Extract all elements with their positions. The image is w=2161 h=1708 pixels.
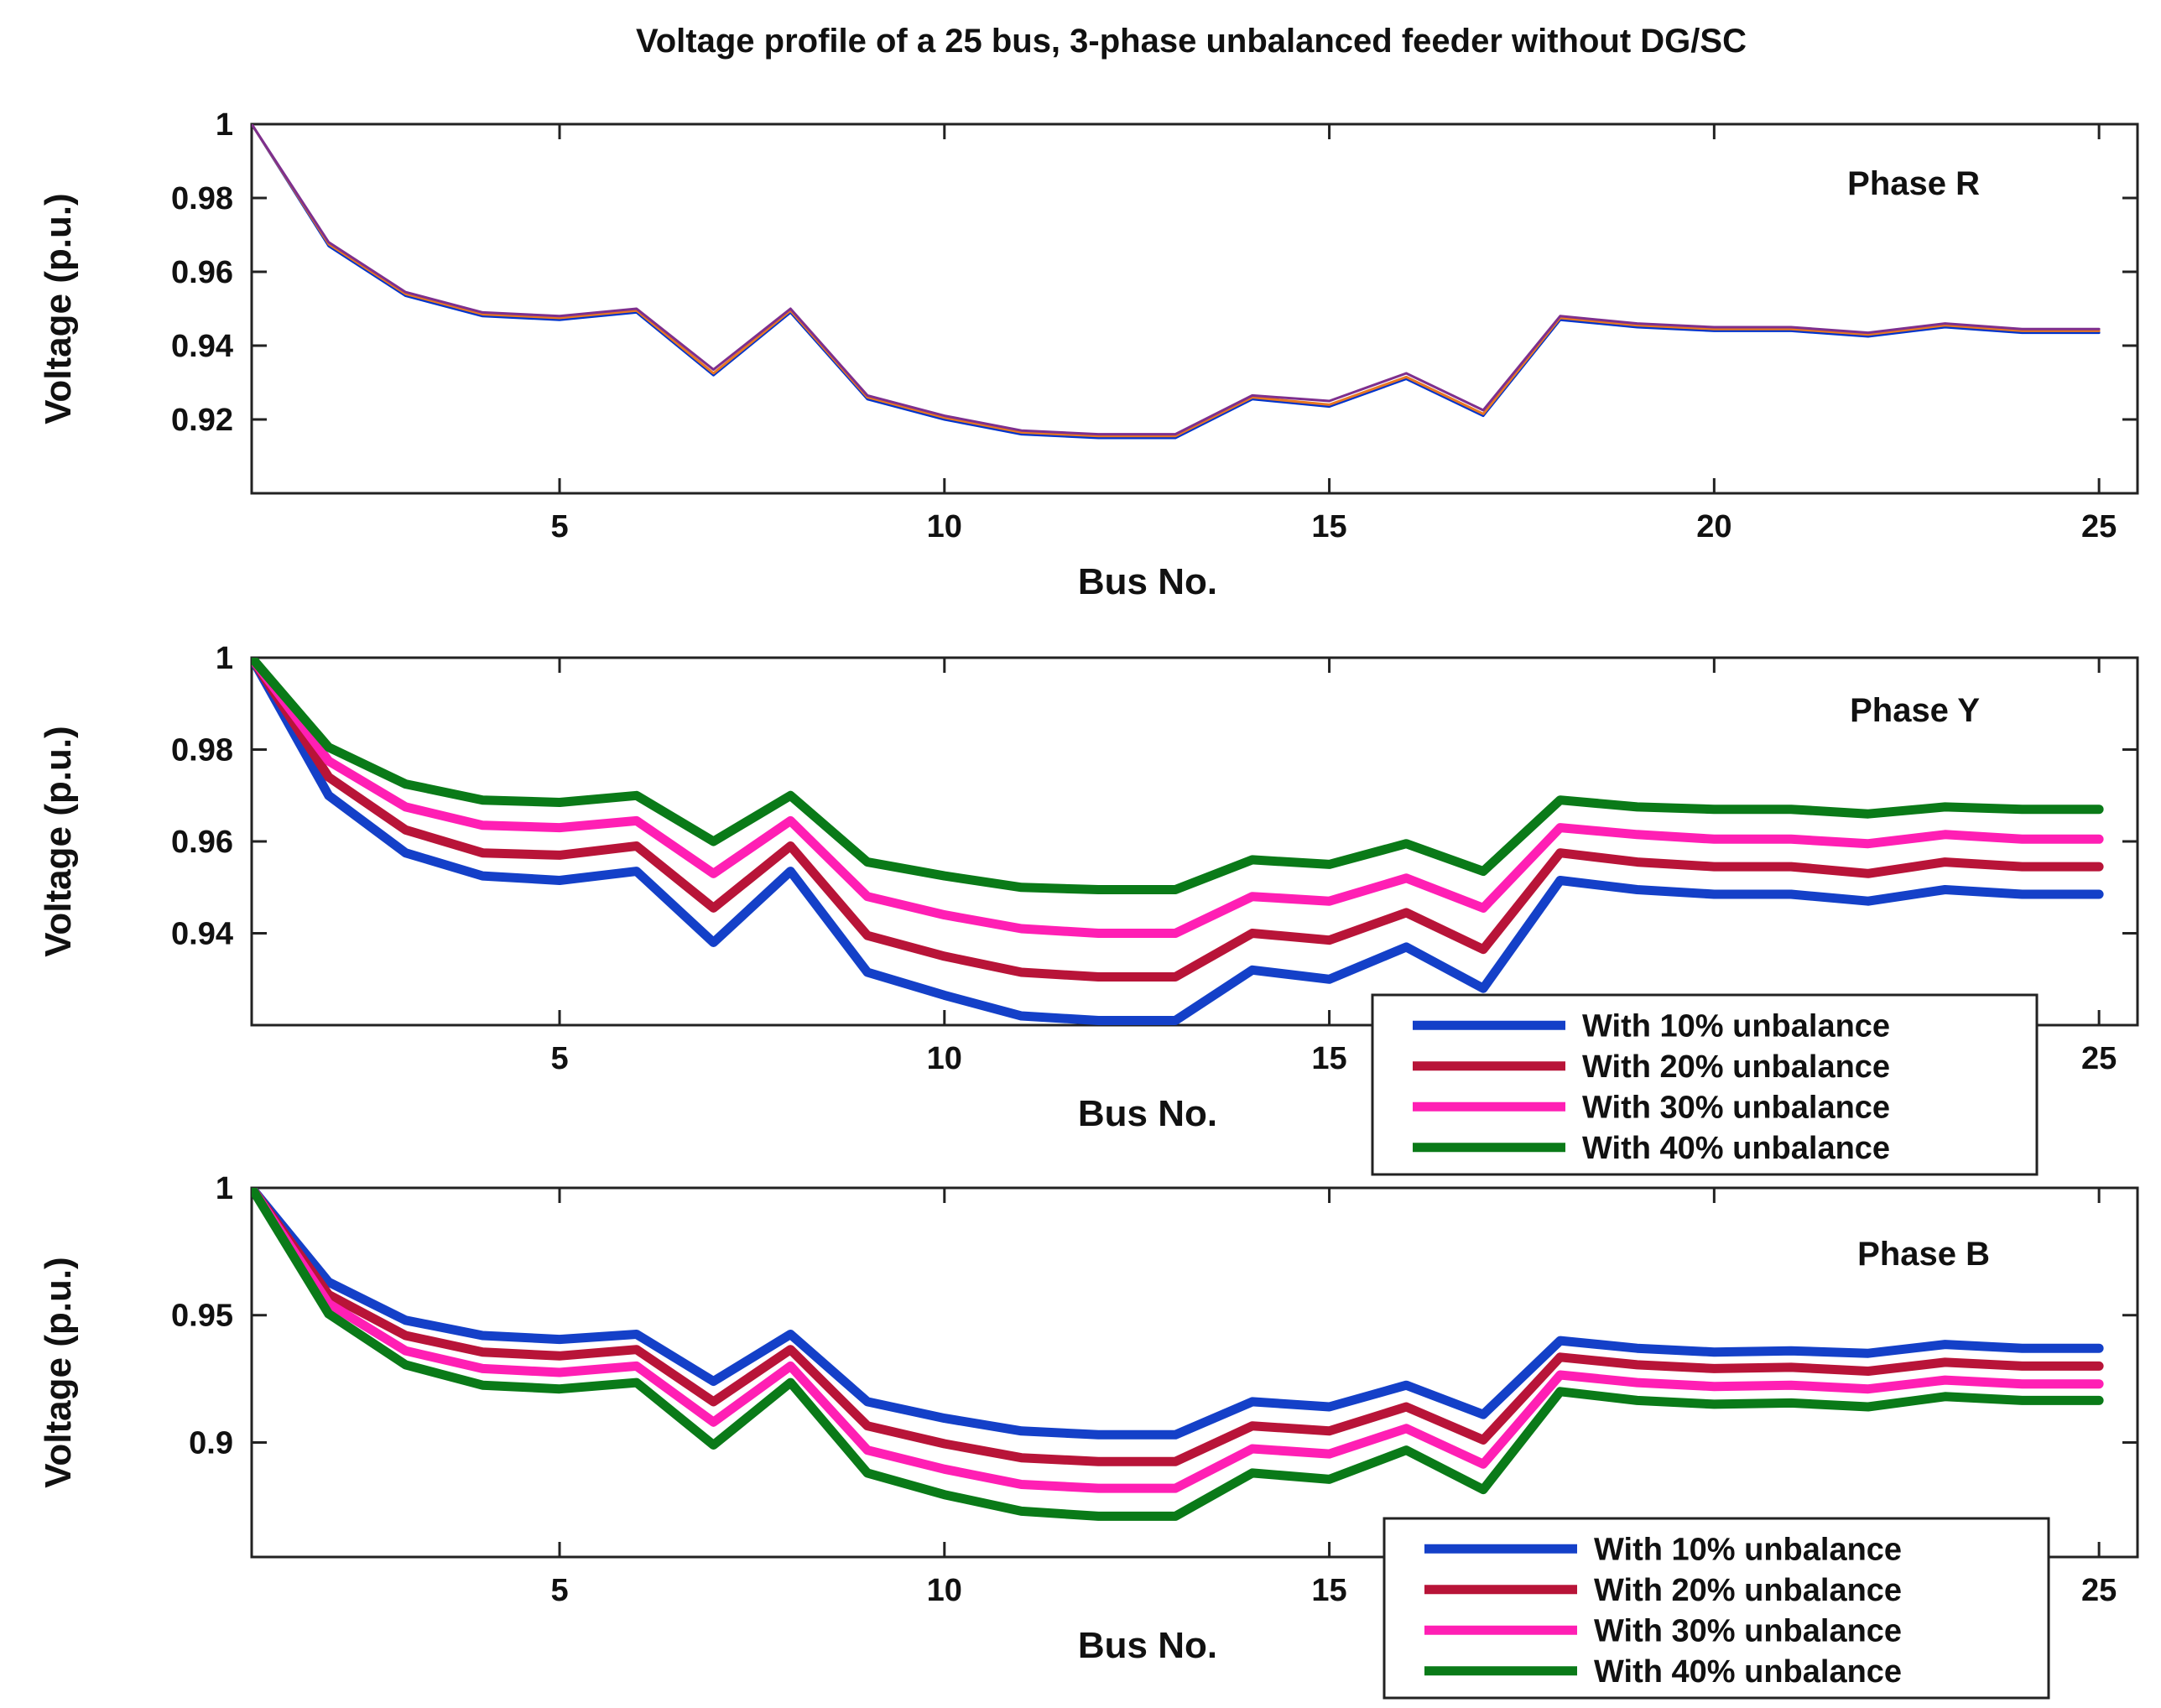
series-line-3 xyxy=(252,658,2104,938)
series-line-3 xyxy=(252,124,2101,436)
y-tick-label: 0.9 xyxy=(189,1425,233,1461)
series-line-2 xyxy=(252,124,2101,438)
x-tick-label: 15 xyxy=(1311,1041,1346,1076)
y-axis-label: Voltage (p.u.) xyxy=(38,726,79,956)
y-tick-label: 1 xyxy=(216,1171,233,1206)
series-line-1 xyxy=(252,658,2104,1025)
legend: With 10% unbalance With 20% unbalance With… xyxy=(1383,1517,2050,1700)
y-tick-label: 0.94 xyxy=(171,329,233,364)
legend-label: With 40% unbalance xyxy=(1582,1131,1890,1166)
y-tick-label: 0.94 xyxy=(171,917,233,952)
x-tick-label: 10 xyxy=(927,1041,962,1076)
series-line-1 xyxy=(252,124,2101,440)
y-tick-label: 1 xyxy=(216,107,233,143)
y-tick-label: 0.96 xyxy=(171,255,233,290)
series-line-2 xyxy=(252,1188,2104,1466)
phase-label: Phase R xyxy=(1847,165,1980,202)
x-tick-label: 5 xyxy=(550,509,568,544)
y-axis-label: Voltage (p.u.) xyxy=(38,193,79,424)
series-line-4 xyxy=(252,1188,2104,1521)
legend-label: With 20% unbalance xyxy=(1582,1049,1890,1085)
axes-box xyxy=(250,122,2139,495)
legend-label: With 10% unbalance xyxy=(1582,1008,1890,1044)
legend-label: With 30% unbalance xyxy=(1594,1613,1902,1648)
x-tick-label: 15 xyxy=(1311,1573,1346,1608)
x-tick-label: 10 xyxy=(927,509,962,544)
x-tick-label: 5 xyxy=(550,1041,568,1076)
x-axis-label: Bus No. xyxy=(1078,561,1217,602)
series-line-1 xyxy=(252,1188,2104,1440)
legend-label: With 40% unbalance xyxy=(1594,1654,1902,1690)
legend: With 10% unbalance With 20% unbalance With… xyxy=(1371,993,2039,1176)
x-tick-label: 25 xyxy=(2081,509,2117,544)
x-tick-label: 25 xyxy=(2081,1041,2117,1076)
figure-title: Voltage profile of a 25 bus, 3-phase unb… xyxy=(636,23,1747,60)
y-tick-label: 0.95 xyxy=(171,1299,233,1334)
legend-label: With 10% unbalance xyxy=(1594,1532,1902,1567)
series-line-2 xyxy=(252,658,2104,982)
series-line-3 xyxy=(252,1188,2104,1493)
series-line-4 xyxy=(252,658,2104,894)
x-tick-label: 20 xyxy=(1696,509,1731,544)
phase-label: Phase Y xyxy=(1850,692,1980,729)
x-tick-label: 15 xyxy=(1311,509,1346,544)
phase-label: Phase B xyxy=(1857,1236,1990,1273)
legend-label: With 30% unbalance xyxy=(1582,1090,1890,1125)
y-axis-label: Voltage (p.u.) xyxy=(38,1257,79,1487)
y-tick-label: 0.92 xyxy=(171,403,233,438)
y-tick-label: 1 xyxy=(216,641,233,676)
axes-box xyxy=(250,1186,2139,1559)
x-tick-label: 10 xyxy=(927,1573,962,1608)
y-tick-label: 0.96 xyxy=(171,825,233,860)
x-tick-label: 25 xyxy=(2081,1573,2117,1608)
x-tick-label: 5 xyxy=(550,1573,568,1608)
x-axis-label: Bus No. xyxy=(1078,1093,1217,1134)
subplot-phase-r: 5 10 15 20 25 0.92 0.94 0.96 0.98 1 Phase R Bus No.… xyxy=(38,107,2139,602)
x-axis-label: Bus No. xyxy=(1078,1625,1217,1666)
y-tick-label: 0.98 xyxy=(171,181,233,216)
y-tick-label: 0.98 xyxy=(171,733,233,768)
legend-label: With 20% unbalance xyxy=(1594,1573,1902,1608)
